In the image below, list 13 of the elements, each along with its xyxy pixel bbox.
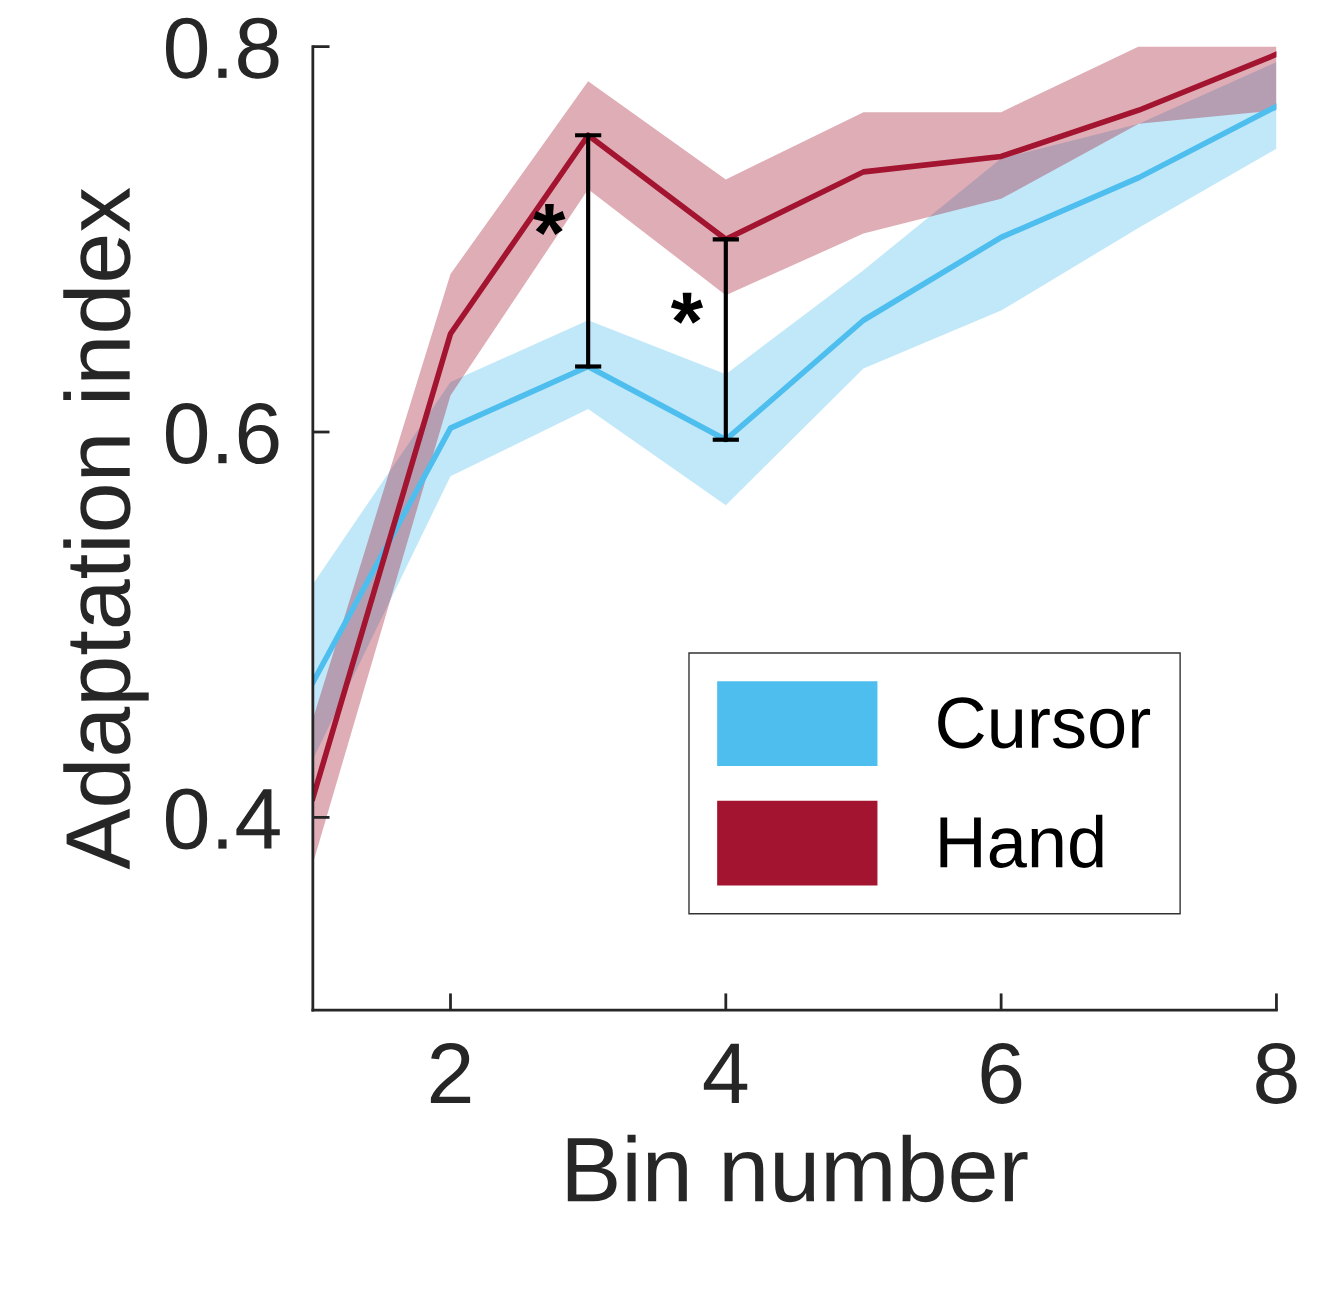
x-axis-title: Bin number — [567, 1134, 1028, 1203]
legend-label: Hand — [940, 814, 1103, 868]
annotation: * — [533, 203, 566, 235]
y-tick-label: 0.6 — [165, 403, 279, 465]
x-tick-label: 6 — [981, 1042, 1022, 1104]
annotation: * — [670, 292, 704, 324]
y-tick-label: 0.4 — [165, 788, 280, 850]
x-tick-label: 2 — [430, 1042, 471, 1104]
x-tick-label: 4 — [703, 1043, 748, 1104]
legend-label: Cursor — [938, 697, 1151, 749]
y-axis-title: Adaptation index — [63, 187, 149, 870]
y-tick-label: 0.8 — [165, 17, 279, 79]
x-tick-label: 8 — [1256, 1042, 1297, 1104]
